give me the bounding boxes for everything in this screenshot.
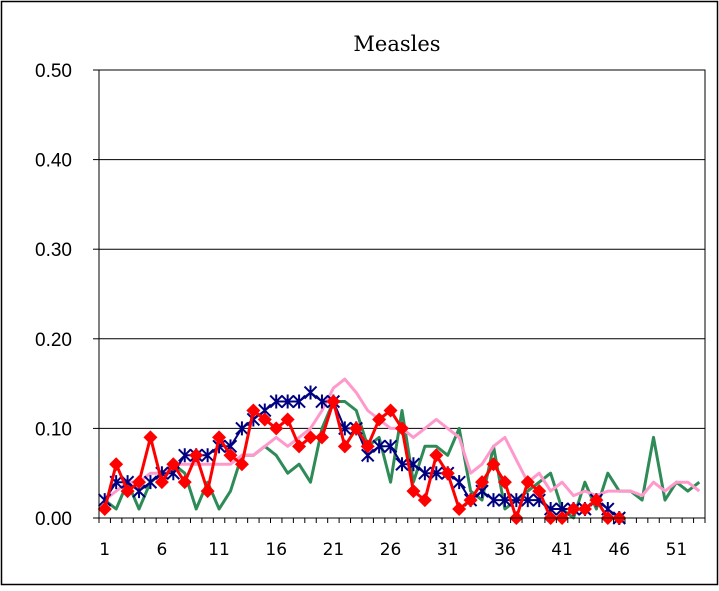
data-point (280, 412, 295, 427)
data-point (337, 439, 352, 454)
series-line (103, 400, 620, 520)
y-tick-label: 0.40 (35, 151, 72, 172)
data-point (223, 448, 238, 463)
data-point (189, 448, 204, 463)
data-point (418, 466, 432, 481)
data-point (257, 412, 272, 427)
data-point (234, 457, 249, 472)
y-tick-label: 0.30 (35, 240, 72, 261)
x-tick-label: 36 (494, 540, 516, 560)
data-point (97, 502, 112, 517)
data-point (486, 493, 501, 508)
x-tick-label: 26 (380, 540, 402, 560)
data-point (406, 484, 421, 499)
data-point (303, 385, 318, 400)
data-point (235, 421, 249, 436)
y-tick-label: 0.20 (35, 330, 72, 351)
data-point (395, 421, 409, 436)
data-point (532, 484, 547, 499)
data-point (212, 430, 227, 445)
data-point (303, 430, 318, 445)
data-point (372, 412, 387, 427)
data-point (475, 475, 490, 490)
data-point (372, 439, 386, 454)
plot-area (98, 69, 706, 519)
data-point (383, 403, 398, 418)
data-point (452, 475, 466, 490)
x-tick-label: 31 (437, 540, 459, 560)
data-point (143, 430, 158, 445)
data-point (154, 475, 169, 490)
data-point (269, 394, 283, 409)
x-tick-label: 51 (666, 540, 688, 560)
data-point (120, 484, 135, 499)
data-point (452, 502, 467, 517)
y-tick-label: 0.10 (35, 419, 72, 440)
data-point (589, 493, 604, 508)
data-point (166, 457, 181, 472)
x-tick-label: 41 (551, 540, 573, 560)
x-tick-label: 16 (265, 540, 287, 560)
x-tick-label: 6 (156, 540, 167, 560)
data-point (292, 394, 306, 409)
data-point (200, 448, 215, 463)
data-point (577, 502, 592, 517)
series-group (97, 377, 701, 525)
x-tick-label: 46 (608, 540, 630, 560)
data-point (314, 430, 329, 445)
data-point (132, 475, 147, 490)
axes: 0.000.100.200.300.400.501 6 11 16 21 26 31 36 41… (35, 61, 706, 560)
x-tick-label: 1 (99, 540, 110, 560)
data-point (177, 475, 192, 490)
data-point (143, 475, 158, 490)
y-tick-label: 0.50 (35, 61, 72, 82)
data-point (566, 502, 581, 517)
data-point (292, 439, 307, 454)
data-point (109, 457, 124, 472)
data-point (463, 493, 478, 508)
data-point (246, 403, 261, 418)
data-point (315, 394, 329, 409)
data-point (417, 493, 432, 508)
data-point (429, 448, 444, 463)
data-point (200, 484, 215, 499)
data-point (326, 394, 341, 409)
data-point (497, 475, 512, 490)
data-point (440, 466, 455, 481)
data-point (360, 439, 375, 454)
x-tick-label: 21 (323, 540, 345, 560)
data-point (486, 457, 501, 472)
data-point (269, 421, 284, 436)
data-point (349, 421, 364, 436)
data-point (178, 448, 192, 463)
data-point (395, 457, 409, 472)
x-tick-label: 11 (208, 540, 230, 560)
chart-title: Measles (353, 32, 440, 56)
y-tick-label: 0.00 (35, 509, 72, 530)
plot-border (98, 69, 706, 519)
data-point (520, 475, 535, 490)
data-point (280, 394, 295, 409)
data-point (383, 439, 398, 454)
